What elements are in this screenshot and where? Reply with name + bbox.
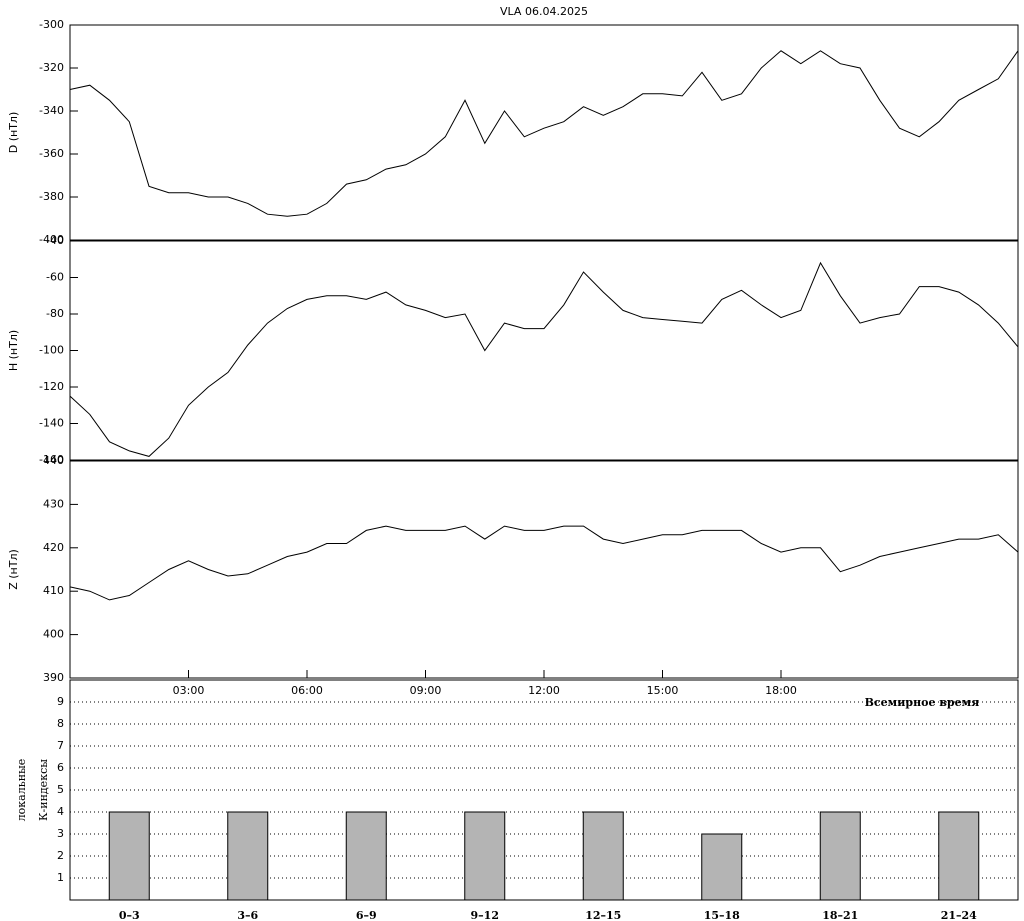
y-tick-label: 430 — [43, 497, 64, 510]
x-tick-label: 0–3 — [119, 909, 140, 921]
x-tick-label: 03:00 — [173, 684, 205, 697]
data-line — [69, 50, 1019, 217]
y-tick-label: 8 — [57, 717, 64, 730]
bar — [108, 811, 150, 901]
y-tick-label: 6 — [57, 761, 64, 774]
y-tick-label: 4 — [57, 805, 64, 818]
y-tick-label: 2 — [57, 849, 64, 862]
bar — [345, 811, 387, 901]
bar — [464, 811, 506, 901]
x-tick-label: 12–15 — [585, 909, 621, 921]
y-axis-label: К-индексы — [37, 759, 50, 821]
x-tick-label: 15–18 — [704, 909, 740, 921]
y-tick-label: 3 — [57, 827, 64, 840]
x-tick-label: 06:00 — [291, 684, 323, 697]
y-tick-label: -400 — [39, 233, 64, 246]
x-tick-label: 12:00 — [528, 684, 560, 697]
bar — [819, 811, 861, 901]
y-tick-label: 420 — [43, 541, 64, 554]
y-tick-label: 5 — [57, 783, 64, 796]
y-tick-label: 390 — [43, 671, 64, 684]
x-tick-label: 21–24 — [941, 909, 977, 921]
panel-frame — [69, 679, 1019, 901]
y-tick-label: 7 — [57, 739, 64, 752]
y-tick-label: 9 — [57, 695, 64, 708]
y-tick-label: -80 — [46, 307, 64, 320]
y-axis-label: H (нТл) — [7, 330, 20, 371]
x-tick-label: 6–9 — [356, 909, 377, 921]
y-tick-label: 400 — [43, 628, 64, 641]
x-tick-label: 15:00 — [647, 684, 679, 697]
y-tick-label: 410 — [43, 584, 64, 597]
x-tick-label: 3–6 — [237, 909, 258, 921]
x-tick-label: 09:00 — [410, 684, 442, 697]
bar — [938, 811, 980, 901]
chart-title: VLA 06.04.2025 — [500, 5, 588, 18]
y-tick-label: -40 — [46, 234, 64, 247]
x-tick-label: 18:00 — [765, 684, 797, 697]
y-tick-label: -140 — [39, 417, 64, 430]
y-axis-label: D (нТл) — [7, 112, 20, 154]
y-tick-label: 440 — [43, 454, 64, 467]
y-tick-label: -340 — [39, 104, 64, 117]
panel-frame — [69, 240, 1019, 461]
y-tick-label: -320 — [39, 61, 64, 74]
data-line — [69, 525, 1019, 601]
panel-frame — [69, 24, 1019, 241]
y-tick-label: 1 — [57, 871, 64, 884]
data-line — [69, 261, 1019, 457]
y-tick-label: -160 — [39, 453, 64, 466]
y-tick-label: -100 — [39, 344, 64, 357]
panel-frame — [69, 460, 1019, 679]
y-tick-label: -120 — [39, 380, 64, 393]
y-axis-label: Z (нТл) — [7, 549, 20, 590]
x-tick-label: 18–21 — [822, 909, 858, 921]
bar — [227, 811, 269, 901]
y-tick-label: -360 — [39, 147, 64, 160]
y-axis-label: локальные — [15, 759, 28, 822]
y-tick-label: -380 — [39, 190, 64, 203]
bar — [582, 811, 624, 901]
x-tick-label: 9–12 — [471, 909, 499, 921]
bar — [701, 833, 743, 901]
y-tick-label: -60 — [46, 271, 64, 284]
y-tick-label: -300 — [39, 18, 64, 31]
